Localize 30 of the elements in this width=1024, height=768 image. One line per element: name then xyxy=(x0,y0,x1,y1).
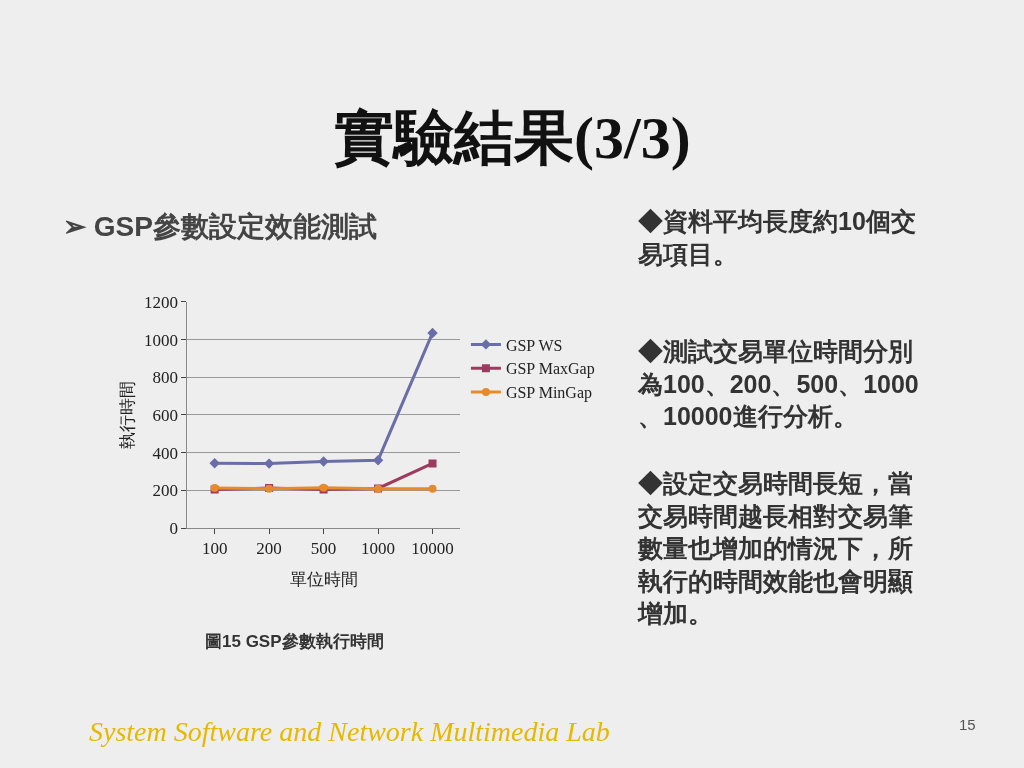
text: System Software and Network Multimedia Lab xyxy=(89,716,610,747)
y-tick-label: 1200 xyxy=(143,292,178,312)
x-axis-title: 單位時間 xyxy=(289,569,358,589)
y-tick-label: 0 xyxy=(169,519,178,539)
y-tick-label: 800 xyxy=(152,368,178,388)
point xyxy=(427,327,438,339)
caption: 圖15 GSP參數執行時間 xyxy=(205,632,384,651)
point xyxy=(318,456,329,467)
x-tick-label: 1000 xyxy=(361,539,396,559)
point xyxy=(209,458,220,469)
legend-label: GSP MaxGap xyxy=(505,360,595,379)
legend-label: GSP WS xyxy=(505,336,563,354)
x-tick-label: 200 xyxy=(256,539,282,559)
x-tick-label: 500 xyxy=(310,539,337,559)
text: 15 xyxy=(959,716,976,733)
text: ◆資料平均長度約10個交易項目。 xyxy=(637,207,916,268)
chart-subtitle: ➢ GSP參數設定效能測試 xyxy=(63,211,377,242)
y-tick-label: 1000 xyxy=(143,330,178,350)
x-tick-label: 10000 xyxy=(411,539,454,559)
y-tick-label: 600 xyxy=(152,405,178,425)
y-tick-label: 400 xyxy=(152,443,178,463)
point xyxy=(428,484,437,493)
point xyxy=(428,459,437,468)
text: ◆測試交易單位時間分別為100、200、500、1000、10000進行分析。 xyxy=(637,337,919,430)
legend-label: GSP MinGap xyxy=(505,384,593,403)
x-tick-label: 100 xyxy=(201,539,228,559)
y-axis-title: 執行時間 xyxy=(117,380,137,449)
chart-title: 實驗結果(3/3) xyxy=(334,105,691,171)
y-tick-label: 200 xyxy=(152,481,178,501)
text: ◆設定交易時間長短，當交易時間越長相對交易筆數量也增加的情況下，所執行的時間效能也會明顯增加。 xyxy=(637,469,913,627)
